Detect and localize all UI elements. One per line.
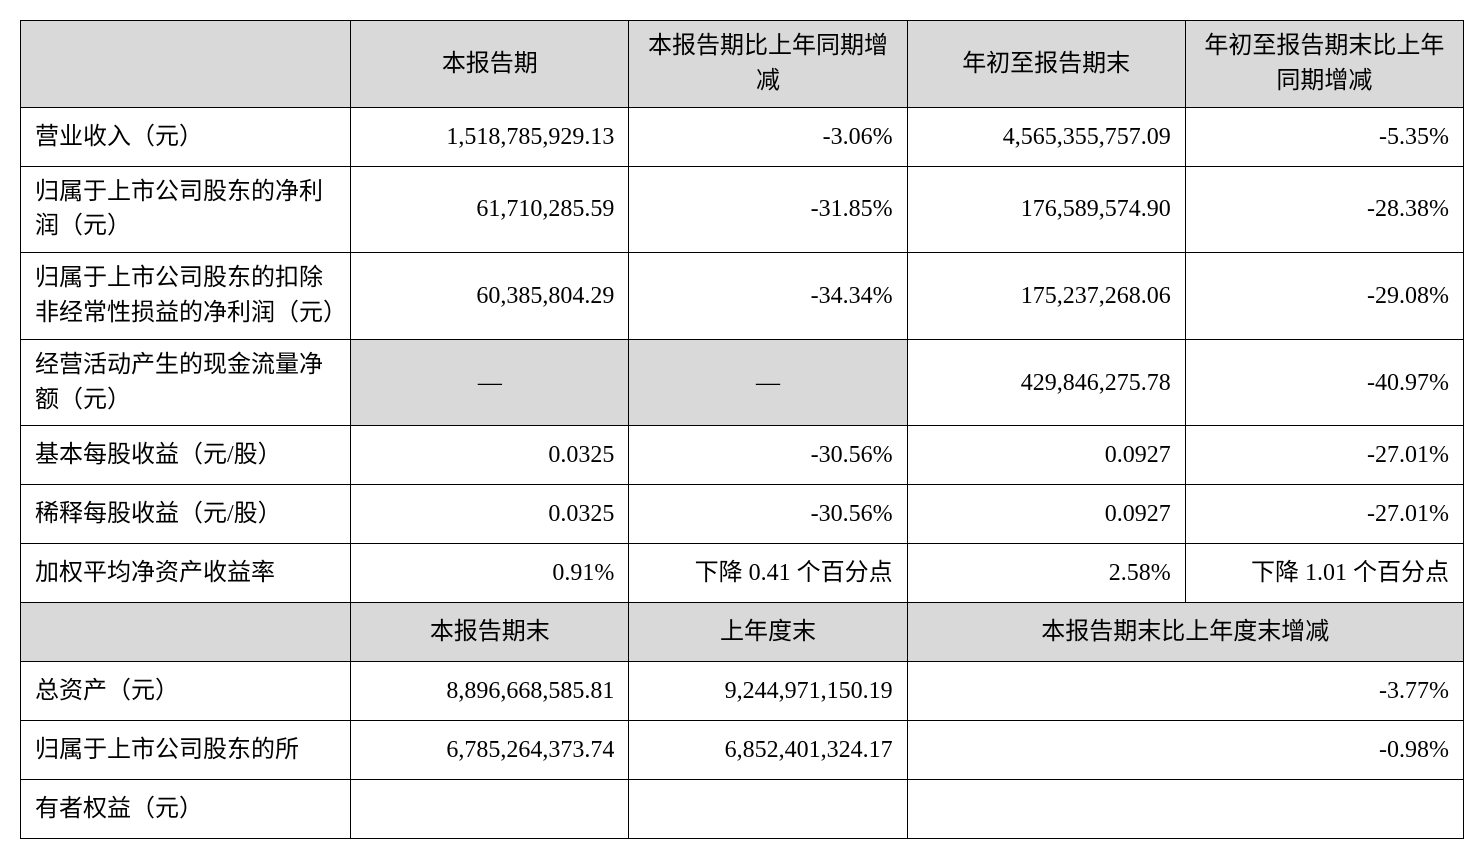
cell-value: 429,846,275.78 <box>907 339 1185 426</box>
cell-value: -34.34% <box>629 253 907 340</box>
cell-value: 176,589,574.90 <box>907 166 1185 253</box>
row-label: 经营活动产生的现金流量净额（元） <box>21 339 351 426</box>
row-label: 总资产（元） <box>21 662 351 721</box>
table-row: 加权平均净资产收益率 0.91% 下降 0.41 个百分点 2.58% 下降 1… <box>21 544 1464 603</box>
row-label: 归属于上市公司股东的扣除非经常性损益的净利润（元） <box>21 253 351 340</box>
header-last-year-end: 上年度末 <box>629 603 907 662</box>
header-yoy-change: 本报告期比上年同期增减 <box>629 21 907 108</box>
cell-value: 175,237,268.06 <box>907 253 1185 340</box>
cell-value: 61,710,285.59 <box>351 166 629 253</box>
cell-value: -0.98% <box>907 721 1463 780</box>
cell-value <box>351 780 629 839</box>
cell-value: 0.0325 <box>351 485 629 544</box>
table-row: 总资产（元） 8,896,668,585.81 9,244,971,150.19… <box>21 662 1464 721</box>
cell-value: — <box>629 339 907 426</box>
header-ytd-yoy: 年初至报告期末比上年同期增减 <box>1185 21 1463 108</box>
cell-value: -29.08% <box>1185 253 1463 340</box>
table-row: 基本每股收益（元/股） 0.0325 -30.56% 0.0927 -27.01… <box>21 426 1464 485</box>
cell-value: 6,852,401,324.17 <box>629 721 907 780</box>
cell-value: — <box>351 339 629 426</box>
row-label: 稀释每股收益（元/股） <box>21 485 351 544</box>
header-row-2: 本报告期末 上年度末 本报告期末比上年度末增减 <box>21 603 1464 662</box>
cell-value: -3.06% <box>629 107 907 166</box>
table-row: 营业收入（元） 1,518,785,929.13 -3.06% 4,565,35… <box>21 107 1464 166</box>
table-row: 经营活动产生的现金流量净额（元） — — 429,846,275.78 -40.… <box>21 339 1464 426</box>
cell-value: -3.77% <box>907 662 1463 721</box>
header-current-period: 本报告期 <box>351 21 629 108</box>
cell-value: 2.58% <box>907 544 1185 603</box>
cell-value: 下降 1.01 个百分点 <box>1185 544 1463 603</box>
cell-value: -27.01% <box>1185 485 1463 544</box>
cell-value: 9,244,971,150.19 <box>629 662 907 721</box>
table-row: 归属于上市公司股东的扣除非经常性损益的净利润（元） 60,385,804.29 … <box>21 253 1464 340</box>
header-period-end: 本报告期末 <box>351 603 629 662</box>
cell-value: 8,896,668,585.81 <box>351 662 629 721</box>
header-ytd: 年初至报告期末 <box>907 21 1185 108</box>
header-blank <box>21 21 351 108</box>
cell-value: -31.85% <box>629 166 907 253</box>
cell-value: 1,518,785,929.13 <box>351 107 629 166</box>
cell-value: 4,565,355,757.09 <box>907 107 1185 166</box>
table-row: 有者权益（元） <box>21 780 1464 839</box>
cell-value: -40.97% <box>1185 339 1463 426</box>
cell-value: -28.38% <box>1185 166 1463 253</box>
cell-value: 下降 0.41 个百分点 <box>629 544 907 603</box>
row-label: 加权平均净资产收益率 <box>21 544 351 603</box>
header-change-vs-last-year-end: 本报告期末比上年度末增减 <box>907 603 1463 662</box>
cell-value: -5.35% <box>1185 107 1463 166</box>
table-row: 归属于上市公司股东的所 6,785,264,373.74 6,852,401,3… <box>21 721 1464 780</box>
cell-value: 0.91% <box>351 544 629 603</box>
cell-value: 6,785,264,373.74 <box>351 721 629 780</box>
cell-value: -30.56% <box>629 485 907 544</box>
cell-value: -30.56% <box>629 426 907 485</box>
row-label: 归属于上市公司股东的所 <box>21 721 351 780</box>
cell-value: 60,385,804.29 <box>351 253 629 340</box>
cell-value: 0.0927 <box>907 426 1185 485</box>
cell-value <box>629 780 907 839</box>
table-row: 稀释每股收益（元/股） 0.0325 -30.56% 0.0927 -27.01… <box>21 485 1464 544</box>
header-blank <box>21 603 351 662</box>
table-row: 归属于上市公司股东的净利润（元） 61,710,285.59 -31.85% 1… <box>21 166 1464 253</box>
row-label: 营业收入（元） <box>21 107 351 166</box>
financial-table: 本报告期 本报告期比上年同期增减 年初至报告期末 年初至报告期末比上年同期增减 … <box>20 20 1464 839</box>
row-label: 基本每股收益（元/股） <box>21 426 351 485</box>
cell-value: 0.0325 <box>351 426 629 485</box>
row-label: 有者权益（元） <box>21 780 351 839</box>
cell-value: 0.0927 <box>907 485 1185 544</box>
header-row-1: 本报告期 本报告期比上年同期增减 年初至报告期末 年初至报告期末比上年同期增减 <box>21 21 1464 108</box>
row-label: 归属于上市公司股东的净利润（元） <box>21 166 351 253</box>
cell-value: -27.01% <box>1185 426 1463 485</box>
cell-value <box>907 780 1463 839</box>
